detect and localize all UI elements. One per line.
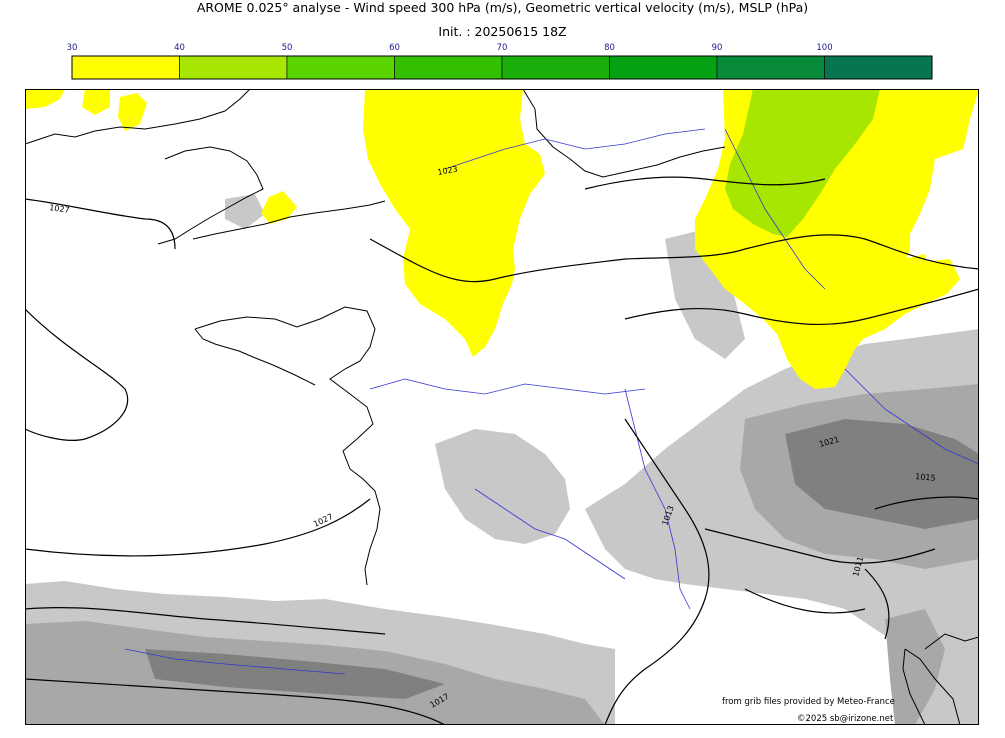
isobars [25, 176, 979, 725]
isobar-label: 1027 [49, 203, 70, 215]
darkest-shading [145, 419, 979, 699]
colorbar-frame [71, 55, 933, 80]
copyright-credit: ©2025 sb@irizone.net [797, 714, 894, 724]
colorbar-tick-label: 60 [389, 43, 400, 53]
data-source-credit: from grib files provided by Meteo-France [722, 697, 895, 707]
colorbar-tick-label: 50 [282, 43, 293, 53]
map-frame [25, 89, 979, 725]
wind-speed-shading [25, 89, 979, 389]
colorbar-tick-label: 80 [604, 43, 615, 53]
isobar-label: 1023 [437, 165, 459, 177]
colorbar-box [286, 55, 395, 80]
colorbar-box [71, 55, 180, 80]
colorbar-box [824, 55, 933, 80]
colorbar-legend: 30 40 50 60 70 80 90 100 [67, 43, 933, 80]
colorbar-tick-label: 100 [816, 43, 832, 53]
colorbar-box [501, 55, 610, 80]
isobar-label: 1015 [915, 472, 936, 483]
coastlines [25, 89, 979, 725]
colorbar-tick-label: 30 [67, 43, 78, 53]
colorbar-tick-label: 90 [712, 43, 723, 53]
init-time: Init. : 20250615 18Z [438, 24, 567, 39]
colorbar-box [609, 55, 718, 80]
map-title: AROME 0.025° analyse - Wind speed 300 hP… [196, 0, 809, 15]
colorbar-box [394, 55, 503, 80]
colorbar-tick-label: 70 [497, 43, 508, 53]
colorbar-box [179, 55, 288, 80]
rivers [124, 128, 979, 675]
colorbar-tick-label: 40 [174, 43, 185, 53]
colorbar-box [716, 55, 825, 80]
weather-map: 1027 1027 1023 1021 1015 1013 1011 1017 [25, 89, 979, 725]
